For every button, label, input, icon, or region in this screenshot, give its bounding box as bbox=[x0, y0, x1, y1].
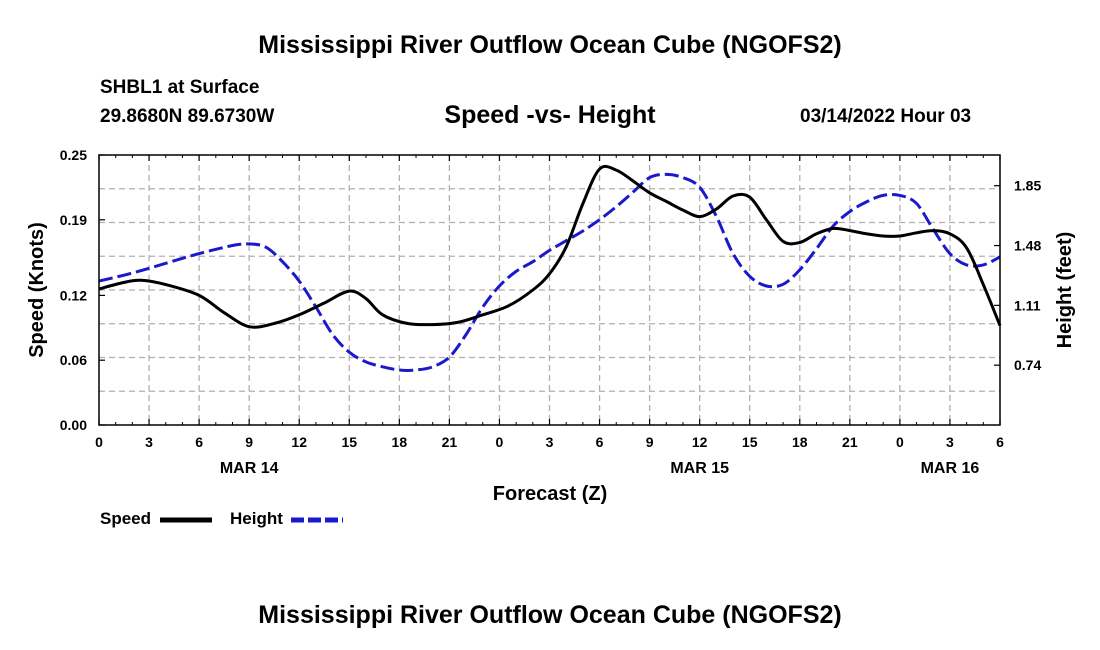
date-label: MAR 14 bbox=[220, 460, 279, 477]
x-tick-label: 6 bbox=[596, 434, 604, 450]
x-tick-label: 0 bbox=[896, 434, 904, 450]
x-tick-label: 12 bbox=[291, 434, 307, 450]
x-tick-label: 21 bbox=[442, 434, 458, 450]
y-tick-label: 0.12 bbox=[60, 287, 87, 303]
date-label: MAR 15 bbox=[670, 460, 729, 477]
y-axis-label: Speed (Knots) bbox=[26, 222, 48, 358]
series-line-height bbox=[98, 172, 1001, 372]
chart-subtitle: Speed -vs- Height bbox=[444, 101, 656, 129]
x-tick-label: 3 bbox=[946, 434, 954, 450]
x-tick-label: 3 bbox=[145, 434, 153, 450]
series-layer bbox=[98, 164, 1002, 372]
labels-layer: 0 3 6 9 12 15 18 21 0 3 6 9 12 15 18 21 0 3 6 MAR 14 MAR 15 M… bbox=[60, 147, 1042, 477]
y2-tick-label: 1.85 bbox=[1014, 178, 1041, 194]
main-title: Mississippi River Outflow Ocean Cube (NG… bbox=[258, 31, 842, 59]
y-tick-label: 0.00 bbox=[60, 417, 87, 433]
legend-speed-label: Speed bbox=[100, 509, 152, 528]
y2-tick-label: 1.11 bbox=[1014, 297, 1041, 313]
y2-axis-label: Height (feet) bbox=[1054, 232, 1076, 349]
x-tick-label: 0 bbox=[496, 434, 504, 450]
grid-layer bbox=[99, 155, 1000, 425]
x-tick-label: 21 bbox=[842, 434, 858, 450]
y-tick-label: 0.25 bbox=[60, 147, 87, 163]
y2-tick-label: 0.74 bbox=[1014, 357, 1041, 373]
x-axis-label: Forecast (Z) bbox=[493, 483, 607, 505]
x-tick-label: 15 bbox=[341, 434, 357, 450]
forecast-datetime: 03/14/2022 Hour 03 bbox=[800, 106, 972, 127]
x-tick-label: 9 bbox=[646, 434, 654, 450]
y-tick-label: 0.19 bbox=[60, 212, 87, 228]
x-tick-label: 6 bbox=[996, 434, 1004, 450]
x-tick-label: 0 bbox=[95, 434, 103, 450]
x-tick-label: 9 bbox=[245, 434, 253, 450]
x-tick-label: 3 bbox=[546, 434, 554, 450]
legend-height-label: Height bbox=[230, 509, 283, 528]
date-label: MAR 16 bbox=[921, 460, 980, 477]
x-tick-label: 18 bbox=[392, 434, 408, 450]
x-tick-label: 6 bbox=[195, 434, 203, 450]
station-coordinates: 29.8680N 89.6730W bbox=[100, 106, 275, 127]
x-tick-label: 15 bbox=[742, 434, 758, 450]
station-name: SHBL1 at Surface bbox=[100, 77, 260, 98]
x-tick-label: 12 bbox=[692, 434, 708, 450]
series-line-speed bbox=[98, 164, 1002, 329]
footer-title: Mississippi River Outflow Ocean Cube (NG… bbox=[258, 601, 842, 629]
x-tick-label: 18 bbox=[792, 434, 808, 450]
y-tick-label: 0.06 bbox=[60, 352, 87, 368]
ticks-layer bbox=[98, 154, 1001, 426]
y2-tick-label: 1.48 bbox=[1014, 238, 1041, 254]
